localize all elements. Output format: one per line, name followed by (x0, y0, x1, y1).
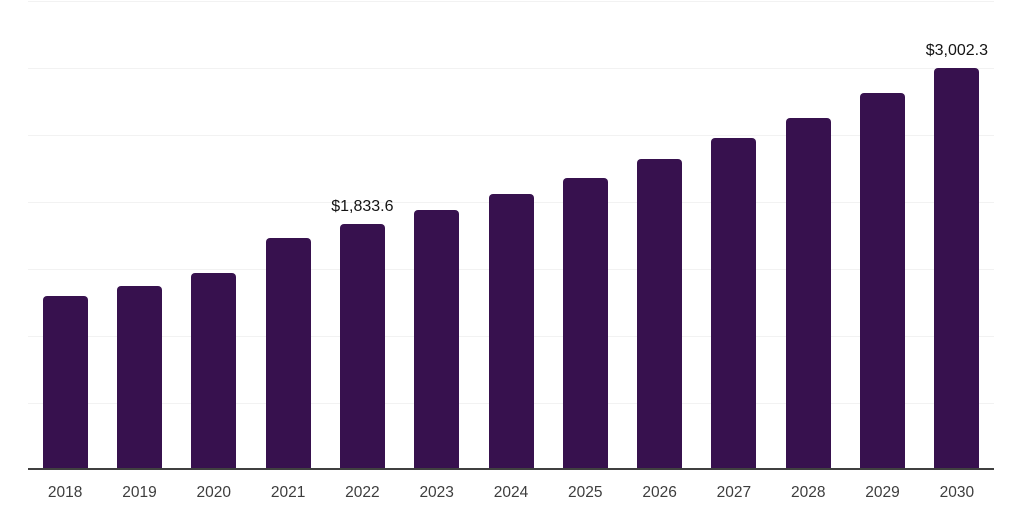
gridline (28, 68, 994, 69)
x-axis-label-2023: 2023 (419, 484, 454, 501)
bar-2018 (42, 295, 88, 470)
x-axis-label-2028: 2028 (790, 484, 826, 501)
bar-2020 (191, 273, 237, 470)
x-axis-label-2030: 2030 (939, 484, 975, 501)
bar-2019 (116, 285, 162, 470)
x-axis-label-2024: 2024 (493, 484, 529, 501)
x-axis-label-2026: 2026 (642, 484, 677, 501)
x-axis-label-2018: 2018 (47, 484, 83, 501)
bar-2027 (711, 137, 757, 470)
x-axis-label-2027: 2027 (716, 484, 752, 501)
bar-2026 (637, 159, 683, 470)
x-axis-label-2029: 2029 (865, 484, 900, 501)
gridline (28, 1, 994, 2)
x-axis-label-2021: 2021 (270, 484, 306, 501)
x-axis-label-2019: 2019 (122, 484, 157, 501)
bar-2022 (339, 224, 385, 470)
bar-2030 (934, 67, 980, 470)
bar-2028 (785, 118, 831, 470)
gridline (28, 135, 994, 136)
bar-2025 (562, 177, 608, 470)
bar-2023 (414, 210, 460, 470)
bar-2029 (860, 93, 906, 470)
x-axis-label-2025: 2025 (568, 484, 603, 501)
x-axis-label-2020: 2020 (196, 484, 231, 501)
x-axis-label-2022: 2022 (345, 484, 380, 501)
value-label-2022: $1,833.6 (331, 198, 394, 216)
bar-2024 (488, 193, 534, 470)
x-axis-line (28, 468, 994, 470)
bar-2021 (265, 238, 311, 470)
value-label-2030: $3,002.3 (925, 41, 988, 59)
